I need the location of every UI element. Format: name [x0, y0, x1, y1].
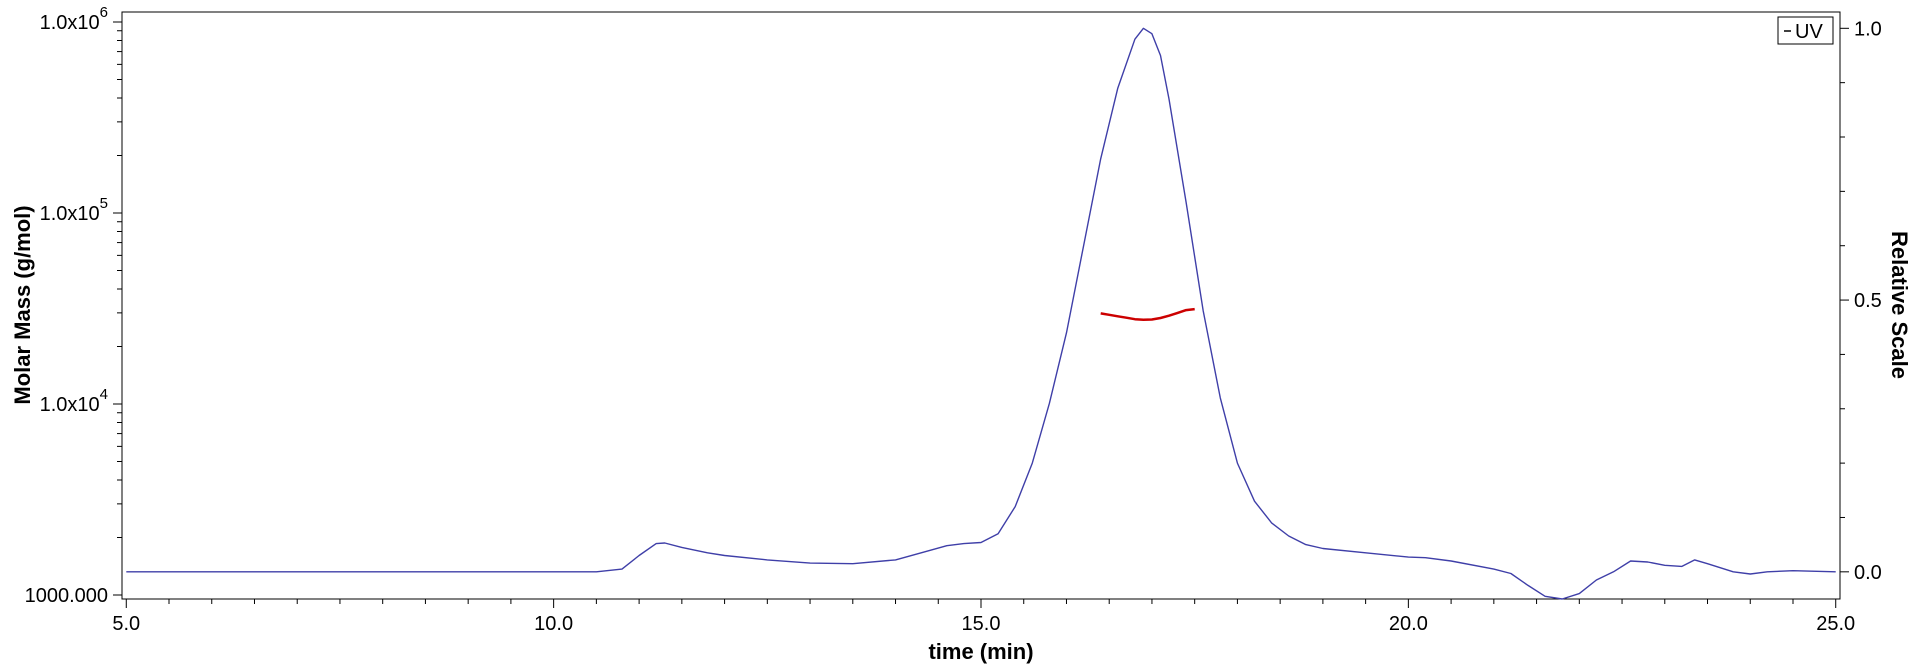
x-tick-label: 5.0 — [112, 613, 140, 635]
y-left-tick-label: 1000.000 — [25, 585, 108, 607]
y-left-tick-label: 1.0x104 — [40, 386, 108, 416]
y-right-tick-label: 0.5 — [1854, 290, 1882, 312]
series-layer — [126, 27, 1836, 600]
series-line-uv — [126, 27, 1836, 600]
x-axis: 5.0 10.0 15.0 20.0 25.0 — [112, 599, 1855, 635]
legend-label-uv: UV — [1795, 21, 1823, 43]
series-line-molar-mass — [1100, 307, 1195, 322]
y-left-tick-label: 1.0x105 — [40, 195, 108, 225]
right-y-axis-title: Relative Scale — [1887, 231, 1912, 379]
x-tick-label: 20.0 — [1389, 613, 1428, 635]
left-y-axis-title: Molar Mass (g/mol) — [10, 205, 35, 404]
y-right-tick-label: 0.0 — [1854, 562, 1882, 584]
right-y-axis: 0.0 0.5 1.0 — [1840, 18, 1882, 584]
plot-area — [121, 11, 1841, 600]
x-tick-label: 25.0 — [1816, 613, 1855, 635]
y-left-tick-label: 1.0x106 — [40, 4, 108, 34]
x-tick-label: 15.0 — [962, 613, 1001, 635]
x-axis-title: time (min) — [928, 639, 1033, 664]
y-right-tick-label: 1.0 — [1854, 18, 1882, 40]
left-y-axis: 1000.000 1.0x104 1.0x105 1.0x106 — [25, 4, 122, 607]
legend: UV — [1777, 16, 1834, 45]
x-tick-label: 10.0 — [534, 613, 573, 635]
